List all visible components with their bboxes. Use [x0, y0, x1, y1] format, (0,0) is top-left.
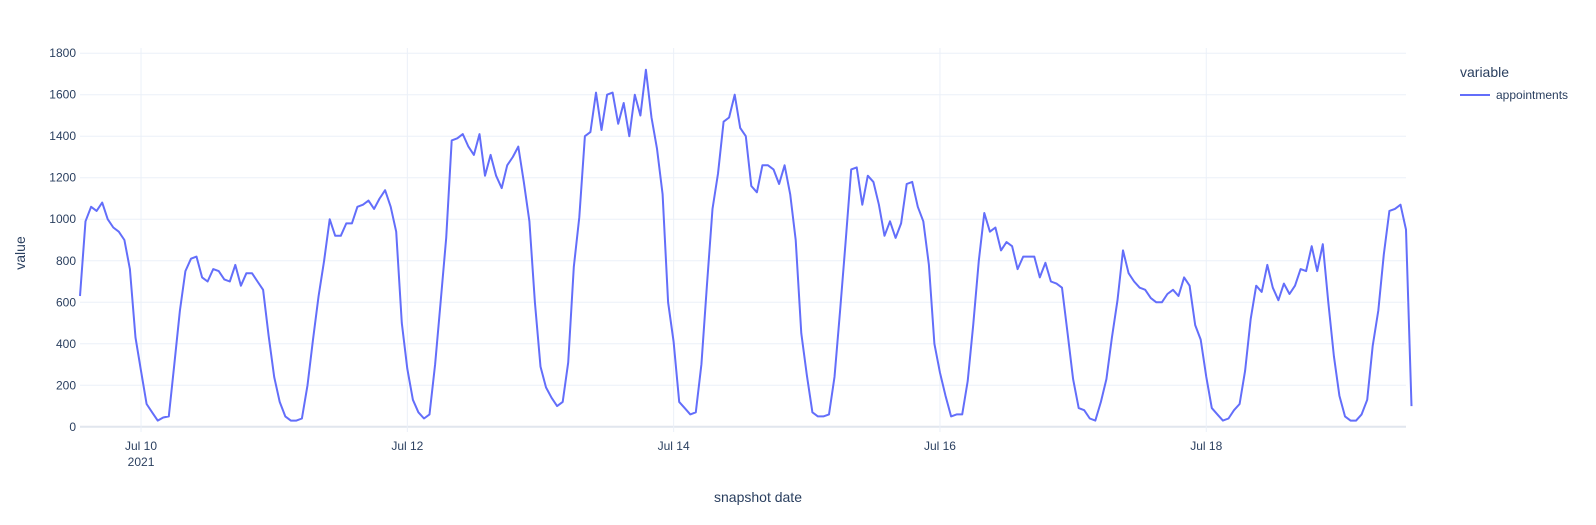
x-tick-label: Jul 16 [924, 439, 956, 453]
y-tick-label: 1200 [49, 171, 76, 185]
legend: variable appointments [1460, 64, 1568, 102]
grid-lines [80, 48, 1406, 432]
y-tick-label: 1400 [49, 129, 76, 143]
legend-item-label: appointments [1496, 88, 1569, 102]
legend-title: variable [1460, 64, 1510, 80]
y-tick-label: 1000 [49, 212, 76, 226]
y-tick-label: 200 [56, 378, 76, 392]
series-line-appointments [79, 68, 1413, 422]
legend-item-appointments[interactable]: appointments [1460, 88, 1568, 102]
y-tick-label: 600 [56, 295, 76, 309]
x-tick-label: Jul 10 [125, 439, 157, 453]
x-tick-label: Jul 18 [1190, 439, 1222, 453]
y-tick-label: 800 [56, 254, 76, 268]
series-layer [79, 68, 1413, 422]
x-tick-label: Jul 14 [658, 439, 690, 453]
y-tick-label: 1800 [49, 46, 76, 60]
legend-line-swatch [1460, 94, 1490, 96]
y-axis-title: value [12, 236, 28, 270]
y-tick-label: 1600 [49, 88, 76, 102]
y-tick-label: 400 [56, 337, 76, 351]
x-axis-ticks: Jul 10 2021 Jul 12 Jul 14 Jul 16 Jul 18 [125, 439, 1223, 469]
y-tick-label: 0 [69, 420, 76, 434]
x-tick-sublabel: 2021 [128, 455, 155, 469]
x-tick-label: Jul 12 [391, 439, 423, 453]
y-axis-ticks: 0 200 400 600 800 1000 1200 1400 1600 1800 [49, 46, 76, 434]
x-axis-title: snapshot date [714, 489, 802, 505]
